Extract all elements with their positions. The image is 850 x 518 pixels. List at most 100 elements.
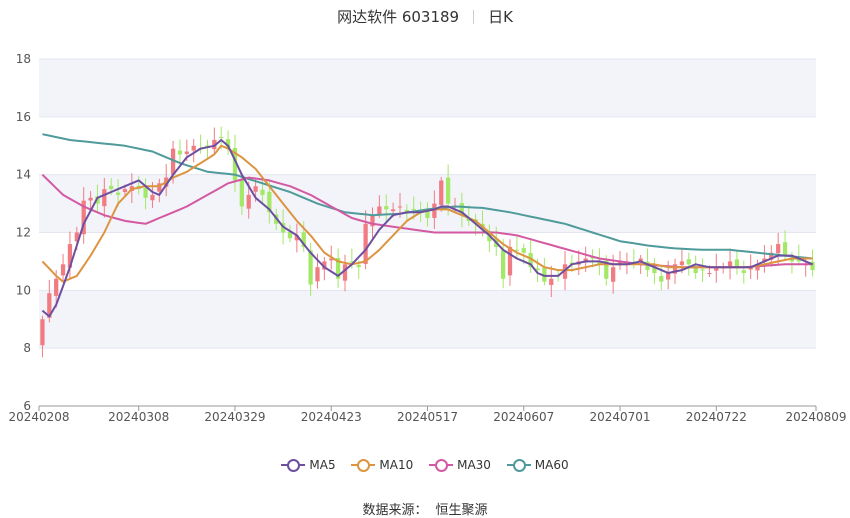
candle-body [109,185,114,190]
y-tick-label: 6 [23,399,31,413]
candle-body [782,242,788,256]
candle-body [700,269,705,271]
candle-body [377,206,382,214]
candle-body [714,267,719,271]
candlestick-chart: 6 8 10 12 14 16 18 20240208 20240308 20240329 2024… [8,52,846,424]
candle-body [177,150,183,155]
candle-body [466,217,471,221]
candle-body [411,208,416,210]
candle-body [549,278,554,285]
candle-body [727,261,733,268]
candle-body [734,259,740,268]
period-label: 日K [488,8,513,26]
candle-body [301,232,306,247]
candle-body [741,270,746,273]
candle-body [439,180,444,206]
candle-body [514,249,520,251]
candle-body [597,261,602,265]
x-tick-label: 20240329 [204,410,265,424]
candle-body [232,147,238,181]
candle-body [535,268,540,271]
legend-label-ma60: MA60 [534,458,569,472]
grid-band [39,290,816,349]
candle-body [67,244,73,268]
legend-item-ma60[interactable]: MA60 [506,458,569,472]
candle-body [604,260,609,279]
candle-body [507,246,513,276]
candle-body [521,248,526,253]
x-tick-label: 20240208 [8,410,69,424]
x-tick-label: 20240517 [397,410,458,424]
candle-body [810,261,815,271]
candle-body [425,210,430,219]
x-tick-label: 20240809 [785,410,846,424]
y-tick-label: 10 [16,283,31,297]
candle-body [707,272,712,274]
x-tick-label: 20240701 [589,410,650,424]
candle-body [95,196,100,204]
candle-body [404,209,410,213]
stock-name: 网达软件 603189 [337,8,460,26]
candle-body [157,183,162,192]
candle-body [260,189,265,195]
candle-body [74,232,79,242]
candle-body [349,261,354,263]
candle-body [239,179,244,207]
candle-body [679,261,685,266]
candle-body [246,194,251,209]
candle-body [88,197,93,201]
title-separator [473,10,475,24]
legend-ma5-icon [281,459,306,472]
candle-body [308,250,313,285]
x-tick-label: 20240607 [493,410,554,424]
candle-body [191,145,196,151]
candle-body [686,259,691,265]
candle-body [638,258,643,263]
candle-body [672,264,678,274]
legend-item-ma10[interactable]: MA10 [351,458,413,472]
y-tick-label: 16 [16,110,31,124]
candle-body [150,194,155,201]
candle-body [287,231,293,239]
data-source: 数据来源： 恒生聚源 [0,499,850,518]
y-tick-label: 12 [16,226,31,240]
legend-label-ma5: MA5 [309,458,336,472]
candle-body [315,267,320,282]
y-tick-label: 18 [16,52,31,66]
candle-body [659,276,664,282]
legend-label-ma10: MA10 [379,458,414,472]
candle-body [445,177,451,204]
x-tick-label: 20240722 [686,410,747,424]
candle-body [789,258,795,262]
source-value: 恒生聚源 [435,503,488,518]
candle-body [115,192,121,195]
candle-body [267,191,272,213]
candle-body [370,215,375,227]
candle-body [762,258,767,262]
x-tick-label: 20240308 [108,410,169,424]
candle-body [356,264,361,268]
candle-body [459,203,465,216]
ma5-line [41,139,813,318]
candle-body [184,151,189,154]
candle-body [693,267,698,273]
candle-body [81,200,86,235]
candle-body [390,209,396,212]
candle-body [363,223,368,264]
source-label: 数据来源： [362,503,428,518]
chart-title: 网达软件 603189 日K [0,6,850,27]
legend-item-ma30[interactable]: MA30 [429,458,491,472]
candle-body [294,235,299,241]
y-tick-label: 14 [16,168,31,182]
legend: MA5 MA10 MA30 MA60 [0,458,850,472]
legend-item-ma5[interactable]: MA5 [281,458,336,472]
candle-body [322,261,327,270]
candle-body [384,206,389,210]
candle-body [432,203,437,218]
candle-body [143,187,148,198]
candle-body [329,258,334,261]
candle-body [122,189,128,193]
legend-ma10-icon [351,459,376,472]
candle-body [611,267,616,282]
candle-body [666,272,671,280]
